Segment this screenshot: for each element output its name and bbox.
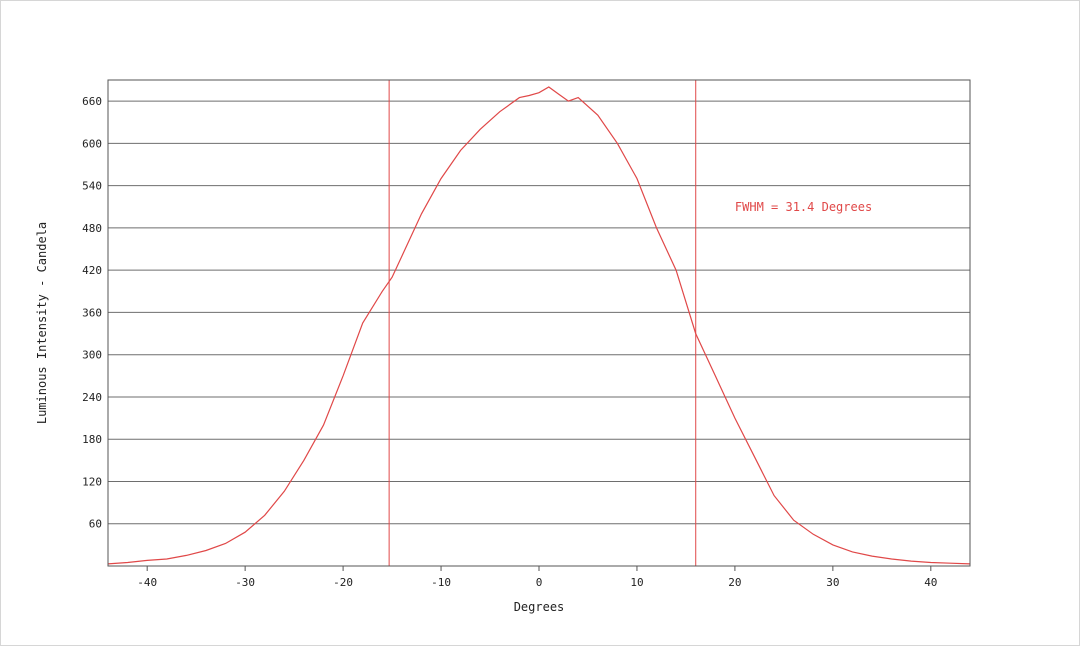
y-tick-label: 180 <box>82 433 102 446</box>
y-tick-label: 240 <box>82 391 102 404</box>
x-tick-label: 20 <box>728 576 741 589</box>
y-tick-label: 600 <box>82 137 102 150</box>
fwhm-annotation: FWHM = 31.4 Degrees <box>735 200 872 214</box>
x-tick-label: 40 <box>924 576 937 589</box>
y-tick-label: 660 <box>82 95 102 108</box>
y-tick-label: 420 <box>82 264 102 277</box>
y-axis-title: Luminous Intensity - Candela <box>35 222 49 424</box>
y-tick-label: 360 <box>82 306 102 319</box>
x-axis-ticks: -40 -30 -20 -10 0 10 20 30 40 <box>137 566 937 589</box>
grid-lines <box>108 100 970 525</box>
fwhm-markers <box>388 80 697 566</box>
x-tick-label: -30 <box>235 576 255 589</box>
x-tick-label: -40 <box>137 576 157 589</box>
x-tick-label: -20 <box>333 576 353 589</box>
y-tick-label: 480 <box>82 222 102 235</box>
y-tick-label: 60 <box>89 518 102 531</box>
x-axis-title: Degrees <box>514 600 565 614</box>
y-tick-label: 300 <box>82 349 102 362</box>
x-tick-label: 30 <box>826 576 839 589</box>
y-tick-label: 120 <box>82 475 102 488</box>
plot-area <box>108 80 970 566</box>
intensity-curve <box>107 86 971 565</box>
y-tick-label: 540 <box>82 180 102 193</box>
x-tick-label: 0 <box>536 576 543 589</box>
x-tick-label: -10 <box>431 576 451 589</box>
x-tick-label: 10 <box>630 576 643 589</box>
y-axis-ticks: 60 120 180 240 300 360 420 480 540 600 660 <box>82 95 102 531</box>
